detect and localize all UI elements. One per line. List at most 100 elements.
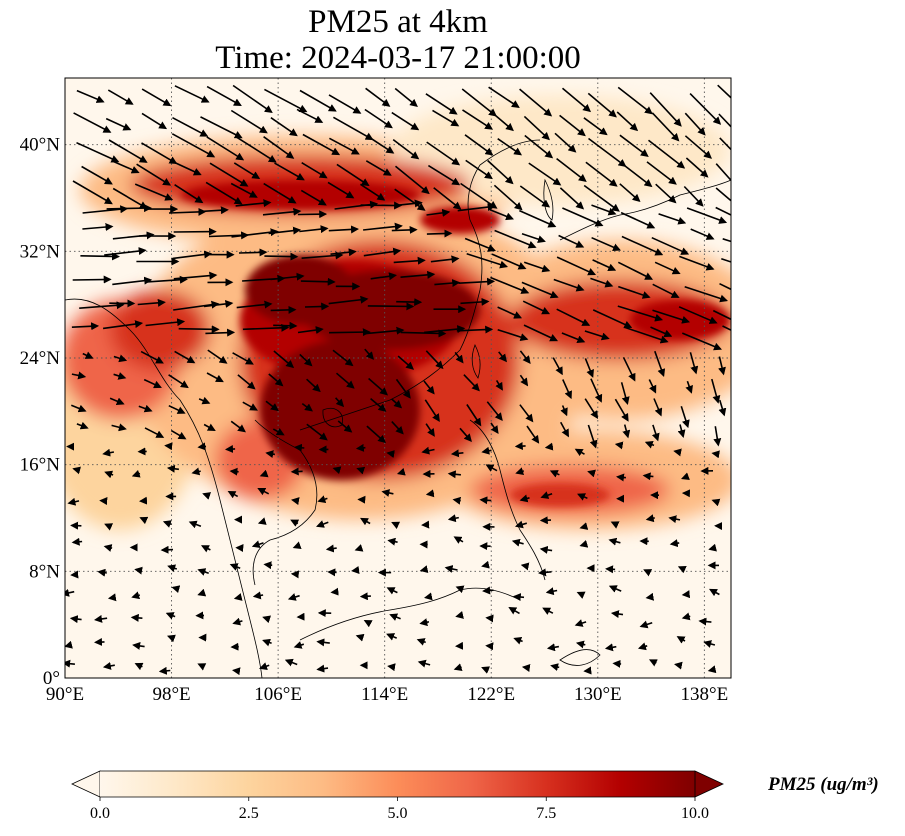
wind-arrow: [485, 464, 498, 472]
wind-arrow: [524, 134, 554, 159]
wind-arrow: [393, 256, 426, 265]
wind-arrow: [197, 442, 207, 451]
wind-arrow: [637, 642, 648, 651]
wind-arrow: [649, 92, 682, 127]
wind-arrow: [360, 201, 403, 210]
map-frame: [64, 77, 732, 679]
wind-arrow: [653, 398, 663, 417]
wind-arrow: [329, 328, 371, 337]
wind-arrow: [644, 441, 655, 449]
wind-arrow: [291, 497, 300, 506]
wind-arrow: [658, 213, 687, 225]
wind-arrow: [430, 255, 460, 264]
lon-tick-label: 90°E: [46, 684, 84, 705]
wind-arrow: [722, 238, 731, 243]
wind-arrow: [497, 306, 523, 319]
wind-arrow: [209, 162, 249, 187]
wind-arrow: [544, 442, 554, 451]
wind-arrow: [684, 286, 729, 303]
wind-arrow: [679, 255, 715, 271]
wind-arrow: [587, 92, 617, 118]
wind-arrow: [71, 322, 100, 331]
wind-arrow: [366, 425, 386, 444]
wind-arrow: [651, 424, 660, 442]
wind-arrow: [426, 208, 451, 217]
wind-arrow: [561, 332, 586, 344]
wind-arrow: [452, 496, 462, 505]
wind-arrow: [297, 326, 324, 335]
wind-arrow: [364, 108, 393, 129]
wind-arrow: [391, 111, 420, 131]
wind-arrow: [489, 208, 514, 221]
wind-arrow: [317, 495, 328, 503]
wind-arrow: [359, 183, 386, 201]
wind-arrow: [715, 206, 731, 216]
wind-arrow: [262, 638, 272, 647]
wind-arrow: [104, 470, 114, 479]
wind-arrow: [134, 566, 143, 575]
wind-arrow: [583, 184, 620, 212]
wind-arrow: [519, 374, 529, 387]
wind-arrow: [642, 472, 654, 481]
wind-arrow: [73, 112, 112, 133]
longitude-tick-labels: 90°E 98°E 106°E 114°E 122°E 130°E 138°E: [46, 684, 728, 705]
wind-arrow: [616, 111, 639, 132]
wind-arrow: [268, 226, 302, 235]
wind-arrow: [139, 516, 149, 525]
wind-arrow: [394, 87, 418, 108]
wind-arrow: [708, 543, 717, 552]
wind-arrow: [584, 398, 599, 420]
wind-arrow: [258, 662, 270, 670]
wind-arrow: [80, 252, 120, 261]
wind-arrow: [523, 115, 550, 141]
wind-arrow: [708, 588, 720, 597]
wind-arrow: [652, 309, 691, 324]
wind-arrow: [71, 371, 87, 380]
wind-arrow: [113, 354, 128, 363]
wind-arrow: [237, 374, 256, 390]
wind-arrow: [174, 184, 204, 204]
wind-arrow: [651, 112, 680, 142]
wind-arrow: [655, 183, 677, 204]
wind-arrow: [200, 116, 243, 139]
wind-arrow: [111, 423, 127, 432]
wind-arrow: [464, 237, 496, 252]
wind-arrow: [654, 261, 681, 275]
wind-arrow: [678, 306, 718, 324]
wind-arrow: [173, 271, 218, 280]
wind-arrow: [200, 545, 211, 553]
wind-arrow: [721, 257, 731, 263]
wind-arrow: [433, 187, 462, 210]
wind-arrow: [713, 426, 722, 447]
wind-arrow: [336, 163, 370, 187]
wind-arrow: [519, 209, 557, 228]
wind-arrow: [718, 399, 727, 417]
wind-arrow: [272, 428, 285, 436]
wind-arrow: [172, 250, 213, 260]
wind-arrow: [450, 449, 464, 458]
wind-arrow: [138, 404, 153, 413]
wind-arrow: [685, 380, 693, 394]
wind-arrow: [137, 298, 166, 307]
wind-arrow: [674, 661, 683, 670]
wind-arrow: [198, 396, 211, 405]
wind-arrow: [645, 514, 655, 523]
wind-arrow: [711, 378, 721, 404]
wind-arrow: [577, 493, 588, 501]
wind-arrow: [174, 85, 210, 103]
wind-arrow: [512, 593, 525, 602]
wind-arrow: [622, 424, 631, 439]
wind-arrow: [354, 544, 364, 552]
wind-arrow: [498, 351, 508, 363]
wind-arrow: [171, 133, 216, 158]
map-title-line-1: PM25 at 4km: [308, 4, 488, 40]
wind-arrow: [645, 592, 655, 601]
wind-arrow: [263, 136, 295, 159]
wind-arrow: [538, 568, 552, 577]
wind-arrow: [65, 588, 75, 597]
wind-arrow: [424, 592, 433, 601]
wind-arrow: [620, 211, 656, 229]
wind-arrow: [144, 427, 165, 438]
wind-arrow: [65, 659, 75, 668]
wind-arrow: [648, 379, 657, 394]
